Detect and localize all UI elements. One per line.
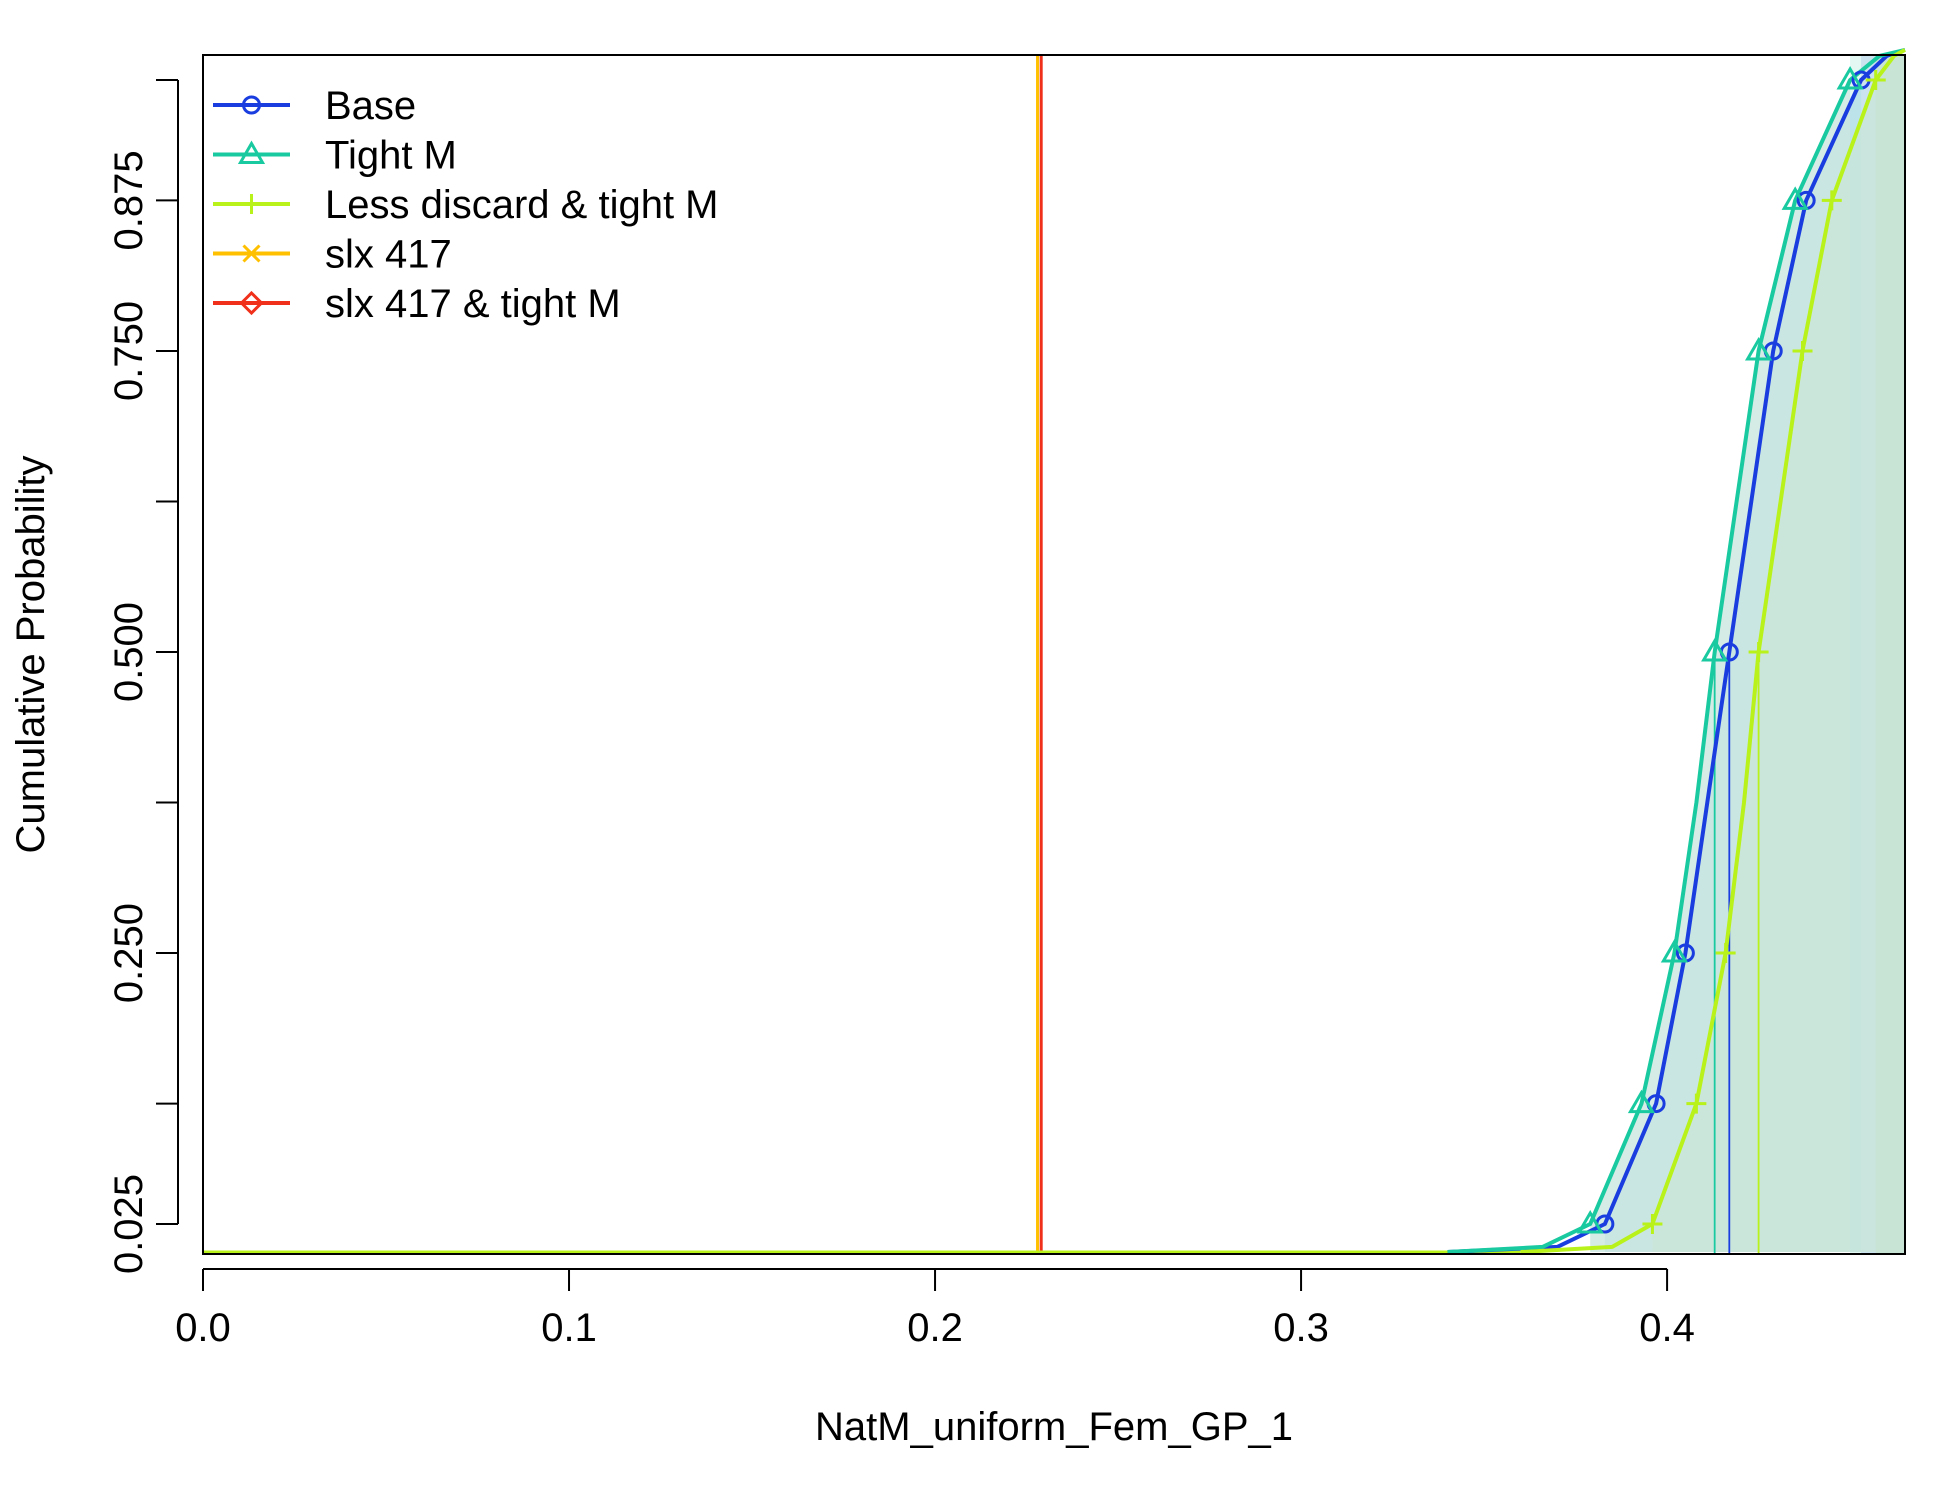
y-tick-label-7: 0.875 — [107, 150, 151, 250]
y-tick-label-6: 0.750 — [107, 301, 151, 401]
cdf-curves — [203, 47, 1906, 1254]
legend-marker-3 — [242, 244, 261, 263]
x-tick-label-0: 0.0 — [175, 1306, 231, 1350]
upper-tail-fill-2 — [1875, 55, 1905, 1254]
legend-marker-1 — [237, 140, 266, 164]
legend-marker-4 — [239, 290, 264, 316]
marker-2-0 — [1642, 1214, 1663, 1234]
axes: 0.0 0.1 0.2 0.3 0.4 0.025 0.250 0.500 0.750 0.875 — [107, 54, 1906, 1350]
marker-1-0 — [1576, 1210, 1604, 1234]
marker-2-6 — [1865, 70, 1886, 90]
marker-2-3 — [1748, 642, 1769, 662]
quantile-fill-regions — [1590, 55, 1905, 1254]
x-tick-label-1: 0.1 — [541, 1306, 597, 1350]
x-tick-label-3: 0.3 — [1273, 1306, 1329, 1350]
marker-2-1 — [1686, 1093, 1707, 1114]
marker-1-4 — [1744, 336, 1773, 361]
legend-marker-0 — [242, 95, 261, 115]
cdf-line-1 — [1447, 47, 1906, 1254]
cdf-line-0 — [1447, 47, 1906, 1254]
legend-label-1: Tight M — [325, 134, 457, 178]
legend: Base Tight M Less discard & tight M slx 417… — [213, 84, 719, 326]
legend-label-2: Less discard & tight M — [325, 183, 719, 227]
x-axis-title: NatM_uniform_Fem_GP_1 — [815, 1405, 1293, 1449]
y-tick-label-4: 0.500 — [107, 602, 151, 702]
x-tick-label-2: 0.2 — [907, 1306, 963, 1350]
legend-label-0: Base — [325, 84, 416, 128]
y-axis-title: Cumulative Probability — [9, 456, 53, 854]
y-tick-label-0: 0.025 — [107, 1174, 151, 1274]
x-tick-label-4: 0.4 — [1639, 1306, 1695, 1350]
marker-2-4 — [1792, 340, 1813, 361]
legend-marker-2 — [241, 194, 262, 214]
plot-border — [202, 54, 1906, 1255]
marker-1-1 — [1627, 1089, 1656, 1114]
legend-label-4: slx 417 & tight M — [325, 282, 621, 326]
marker-1-5 — [1781, 186, 1809, 210]
y-tick-label-2: 0.250 — [107, 903, 151, 1003]
marker-2-2 — [1715, 943, 1736, 964]
marker-2-5 — [1821, 190, 1842, 211]
quantile-markers — [1576, 66, 1886, 1234]
marker-1-2 — [1660, 939, 1689, 963]
legend-label-3: slx 417 — [325, 233, 452, 277]
quantile-fill-2 — [1652, 80, 1876, 1252]
marker-1-3 — [1701, 638, 1729, 662]
marker-1-6 — [1836, 66, 1864, 90]
